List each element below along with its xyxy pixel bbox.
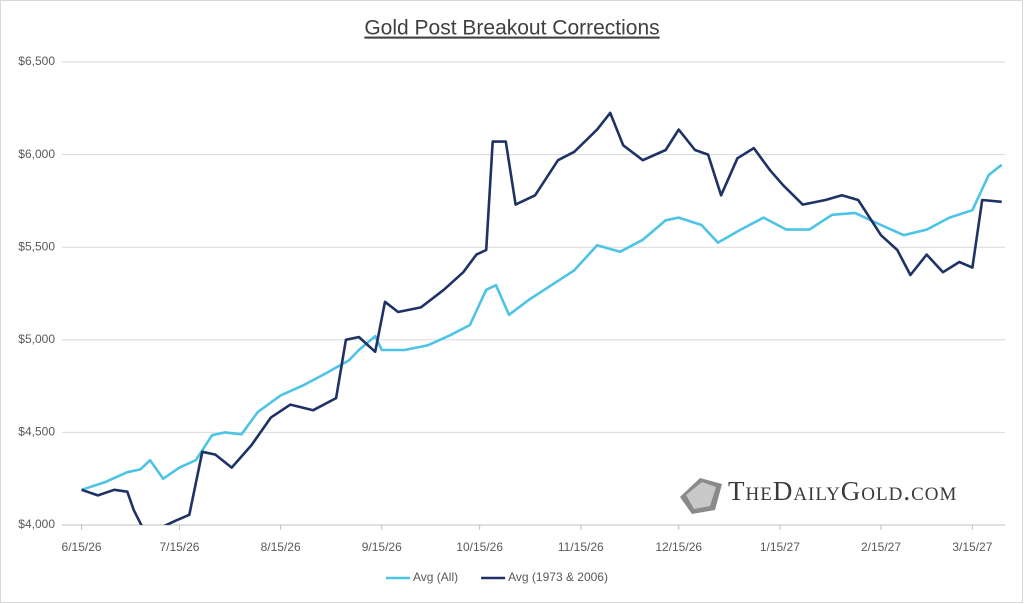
y-tick-label: $6,000	[18, 147, 55, 161]
chart-title: Gold Post Breakout Corrections	[364, 17, 659, 40]
x-tick-label: 8/15/26	[261, 540, 301, 554]
x-tick-label: 6/15/26	[62, 540, 102, 554]
watermark: TheDailyGold.com	[728, 476, 957, 506]
x-tick-label: 7/15/26	[159, 540, 199, 554]
x-tick-label: 9/15/26	[362, 540, 402, 554]
legend-label: Avg (All)	[413, 570, 458, 584]
y-tick-label: $4,500	[18, 425, 55, 439]
legend-label: Avg (1973 & 2006)	[508, 570, 608, 584]
y-tick-label: $5,500	[18, 239, 55, 253]
plot-lines	[81, 111, 1003, 525]
x-tick-label: 11/15/26	[558, 540, 604, 554]
x-tick-label: 12/15/26	[655, 540, 702, 554]
series-line	[81, 111, 1002, 525]
x-tick-label: 3/15/27	[952, 540, 992, 554]
y-tick-label: $4,000	[18, 517, 55, 531]
x-tick-label: 2/15/27	[861, 540, 901, 554]
x-tick-label: 10/15/26	[456, 540, 503, 554]
y-tick-label: $6,500	[18, 54, 55, 68]
watermark-logo	[680, 478, 722, 514]
x-tick-label: 1/15/27	[760, 540, 800, 554]
series-line	[81, 163, 1003, 492]
y-tick-label: $5,000	[18, 332, 55, 346]
